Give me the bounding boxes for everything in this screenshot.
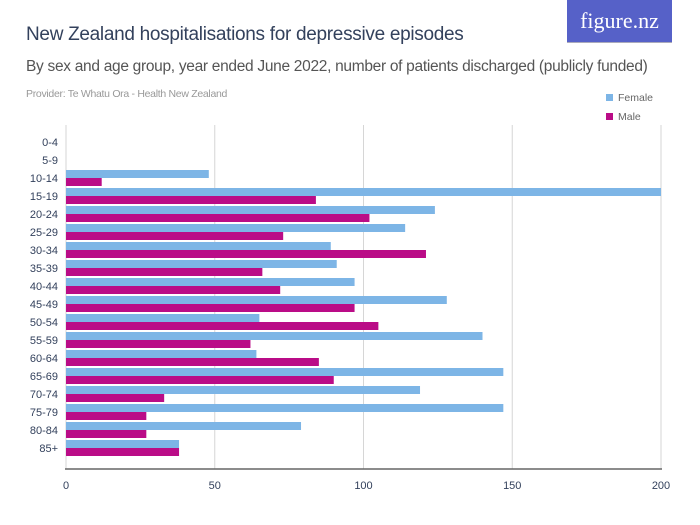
bar-female: [66, 386, 421, 394]
bar-male: [66, 304, 355, 312]
bar-male: [66, 214, 370, 222]
y-tick-label: 10-14: [30, 173, 58, 185]
x-tick-label: 200: [652, 480, 670, 492]
bar-male: [66, 286, 281, 294]
y-tick-label: 5-9: [42, 155, 58, 167]
y-tick-label: 30-34: [30, 245, 58, 257]
bar-female: [66, 422, 302, 430]
bar-male: [66, 448, 180, 456]
y-tick-label: 65-69: [30, 371, 58, 383]
y-tick-label: 0-4: [42, 137, 58, 149]
bar-female: [66, 350, 257, 358]
bar-female: [66, 170, 209, 178]
legend-female: Female: [606, 88, 653, 107]
y-tick-label: 85+: [39, 443, 58, 455]
legend-swatch-male: [606, 113, 613, 120]
x-tick-label: 150: [503, 480, 521, 492]
y-tick-label: 55-59: [30, 335, 58, 347]
figure-nz-logo[interactable]: figure.nz: [567, 0, 672, 43]
x-tick-label: 50: [209, 480, 221, 492]
bar-female: [66, 242, 331, 250]
legend: Female Male: [606, 88, 653, 126]
bar-female: [66, 296, 447, 304]
bar-male: [66, 268, 263, 276]
y-tick-label: 20-24: [30, 209, 58, 221]
bar-male: [66, 178, 102, 186]
bar-male: [66, 340, 251, 348]
provider-label: Provider: Te Whatu Ora - Health New Zeal…: [26, 88, 228, 100]
y-tick-label: 50-54: [30, 317, 58, 329]
y-tick-label: 45-49: [30, 299, 58, 311]
bar-male: [66, 376, 334, 384]
bar-male: [66, 430, 147, 438]
chart-title: New Zealand hospitalisations for depress…: [26, 24, 464, 45]
bar-female: [66, 404, 504, 412]
x-tick-label: 0: [63, 480, 69, 492]
bar-male: [66, 322, 379, 330]
bar-female: [66, 224, 406, 232]
y-tick-label: 35-39: [30, 263, 58, 275]
bar-male: [66, 232, 284, 240]
legend-male: Male: [606, 107, 653, 126]
bar-female: [66, 206, 435, 214]
y-tick-label: 75-79: [30, 407, 58, 419]
y-tick-label: 80-84: [30, 425, 58, 437]
y-tick-label: 15-19: [30, 191, 58, 203]
legend-label: Male: [618, 110, 641, 123]
bar-male: [66, 412, 147, 420]
y-tick-label: 60-64: [30, 353, 58, 365]
bar-female: [66, 278, 355, 286]
bar-female: [66, 332, 483, 340]
bar-female: [66, 314, 260, 322]
legend-swatch-female: [606, 94, 613, 101]
bar-female: [66, 188, 661, 196]
chart-subtitle: By sex and age group, year ended June 20…: [26, 58, 648, 75]
bar-female: [66, 260, 337, 268]
bar-male: [66, 250, 426, 258]
bar-male: [66, 358, 319, 366]
bar-male: [66, 196, 316, 204]
legend-label: Female: [618, 91, 654, 104]
y-tick-label: 40-44: [30, 281, 58, 293]
y-tick-label: 25-29: [30, 227, 58, 239]
y-tick-label: 70-74: [30, 389, 58, 401]
bar-female: [66, 368, 504, 376]
x-tick-label: 100: [354, 480, 372, 492]
bar-male: [66, 394, 165, 402]
bar-female: [66, 440, 180, 448]
